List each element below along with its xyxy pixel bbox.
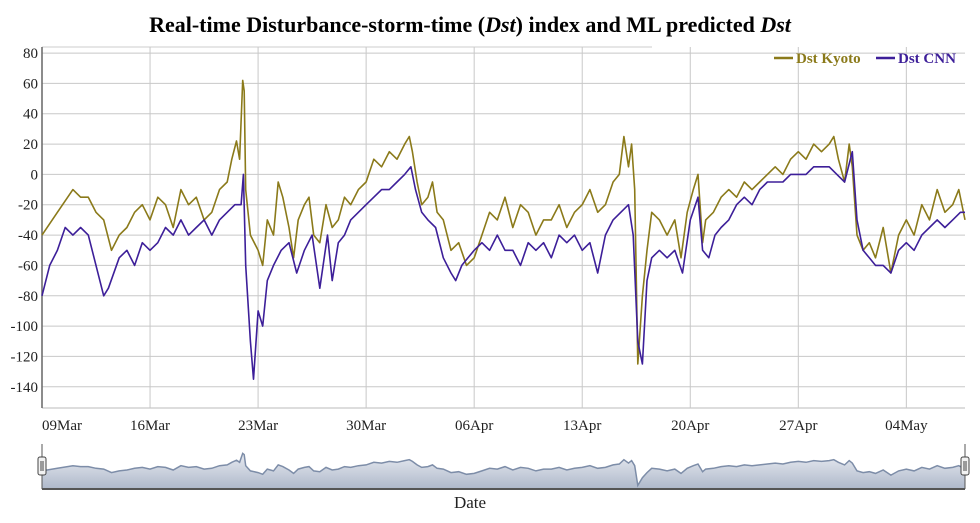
y-tick-label: -120 (11, 349, 39, 365)
grid-lines (42, 46, 965, 409)
x-tick-label: 16Mar (130, 418, 170, 434)
y-tick-label: -100 (11, 319, 39, 335)
y-tick-label: 0 (31, 167, 39, 183)
y-tick-label: -40 (18, 228, 38, 244)
x-axis-ticks: 09Mar 16Mar 23Mar 30Mar 06Apr 13Apr 20Apr 27Apr… (42, 418, 928, 434)
chart-title: Real-time Disturbance-storm-time (Dst) i… (149, 12, 792, 37)
legend: Dst Kyoto Dst CNN (774, 51, 956, 67)
x-tick-label: 04May (885, 418, 928, 434)
y-tick-label: -140 (11, 380, 39, 396)
x-tick-label: 09Mar (42, 418, 82, 434)
navigator-line (41, 452, 966, 488)
navigator[interactable] (37, 444, 970, 490)
y-tick-label: 80 (23, 46, 38, 62)
y-tick-label: -20 (18, 198, 38, 214)
navigator-area (42, 453, 965, 489)
y-tick-label: -80 (18, 289, 38, 305)
y-tick-label: -60 (18, 258, 38, 274)
x-tick-label: 13Apr (563, 418, 601, 434)
x-tick-label: 06Apr (455, 418, 493, 434)
legend-label-kyoto[interactable]: Dst Kyoto (796, 51, 861, 67)
x-tick-label: 20Apr (671, 418, 709, 434)
x-tick-label: 30Mar (346, 418, 386, 434)
series-lines (41, 79, 966, 380)
y-tick-label: 20 (23, 137, 38, 153)
x-tick-label: 23Mar (238, 418, 278, 434)
y-tick-label: 40 (23, 107, 38, 123)
x-tick-label: 27Apr (779, 418, 817, 434)
y-axis-ticks: 80 60 40 20 0 -20 -40 -60 -80 -100 -120 -140 (11, 46, 39, 396)
series-line-dst-kyoto[interactable] (41, 79, 966, 365)
y-tick-label: 60 (23, 76, 38, 92)
navigator-handle-right[interactable] (960, 456, 970, 476)
navigator-handle-left[interactable] (37, 456, 47, 476)
series-line-dst-cnn[interactable] (41, 150, 965, 380)
x-axis-label: Date (454, 493, 486, 512)
legend-label-cnn[interactable]: Dst CNN (898, 51, 956, 67)
